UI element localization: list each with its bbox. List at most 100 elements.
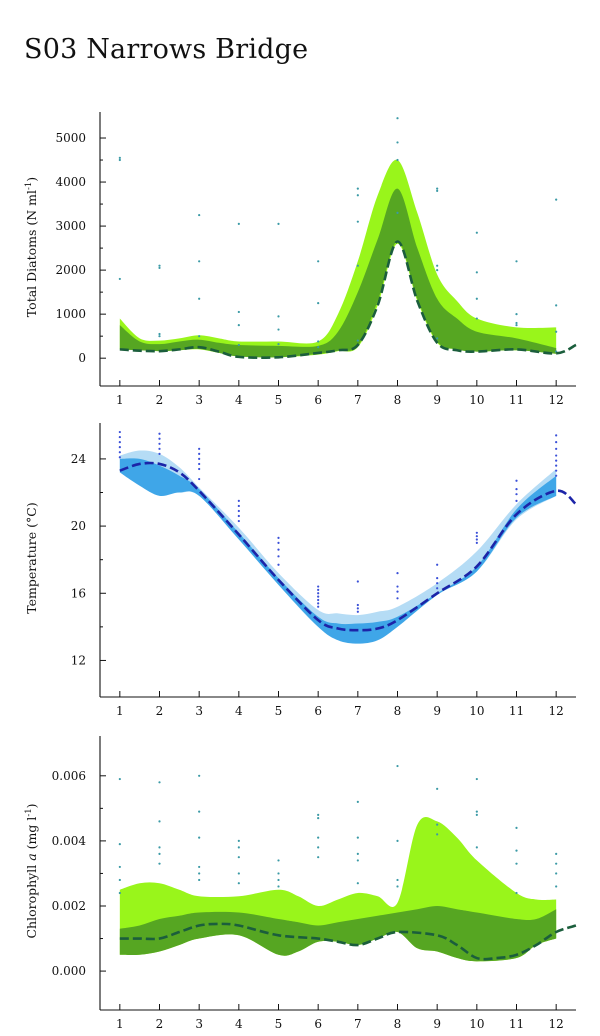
observation-point [198,297,201,300]
x-tick-label: 3 [195,393,203,407]
observation-point [118,451,121,454]
observation-point [158,862,161,865]
page-title: S03 Narrows Bridge [24,34,309,65]
observation-point [118,446,121,449]
x-tick-label: 6 [314,1017,322,1031]
x-tick-label: 12 [549,393,564,407]
observation-point [277,878,280,882]
y-axis-title-part: Chlorophyll [24,861,39,939]
observation-point [475,535,478,538]
x-tick-label: 8 [394,393,402,407]
outer-range-band [119,159,557,358]
observation-point [118,156,121,159]
x-tick-label: 9 [433,393,441,407]
total-diatoms-chart: 0 1000 2000 3000 4000 5000 1 2 3 4 5 6 7 8 9 10 11 12 Tota… [0,100,600,410]
x-tick-label: 9 [433,1017,441,1031]
observation-point [555,852,558,856]
y-tick-label: 0.004 [52,834,87,848]
observation-point [356,610,359,613]
observation-point [555,198,558,201]
x-tick-label: 11 [509,393,524,407]
observation-point [198,457,201,461]
observation-point [317,595,320,598]
x-tick-label: 2 [156,1017,164,1031]
observation-point [436,264,439,267]
observation-point [237,519,240,523]
observation-point [475,541,478,544]
y-tick-label: 3000 [55,219,86,233]
observation-point [317,602,320,605]
x-tick-label: 10 [469,1017,484,1031]
observation-point [356,580,359,583]
observation-point [158,820,161,823]
observation-point [158,442,161,445]
observation-point [317,260,320,263]
observation-point [436,587,439,590]
observation-point [277,555,280,558]
observation-point [436,187,439,190]
x-tick-label: 11 [509,1017,524,1031]
mean-line [119,240,577,360]
x-tick-label: 2 [156,393,164,407]
x-tick-label: 11 [509,704,524,718]
observation-point [475,297,478,300]
observation-point [317,846,320,849]
observation-point [198,260,201,263]
observation-point [555,441,558,444]
observation-point [436,189,439,192]
x-tick-label: 4 [235,1017,243,1031]
x-tick-label: 2 [156,704,164,718]
observation-point [317,588,320,592]
y-axis-title-part: Total Diatoms (N ml [24,190,39,317]
observation-point [396,211,399,214]
observation-point [475,317,478,320]
observation-point [277,536,280,539]
x-tick-label: 8 [394,704,402,718]
observation-point [277,548,280,551]
y-tick-label: 0.006 [52,769,86,783]
observation-point [356,859,359,862]
x-tick-label: 1 [116,1017,124,1031]
observation-point [475,531,478,534]
y-tick-label: 20 [71,519,86,533]
observation-point [277,885,280,888]
observation-point [475,271,478,274]
x-tick-label: 7 [354,1017,362,1031]
x-tick-label: 3 [195,704,203,718]
inner-range-band [119,188,557,358]
x-tick-label: 10 [469,704,484,718]
observation-point [356,187,359,190]
observation-point [356,852,359,856]
x-tick-label: 5 [275,393,283,407]
observation-point [277,342,280,346]
y-tick-label: 4000 [55,175,86,189]
x-tick-label: 7 [354,393,362,407]
observation-point [118,430,121,434]
observation-point [555,454,558,457]
x-tick-label: 10 [469,393,484,407]
observation-point [396,572,399,575]
observation-point [317,340,320,343]
observation-point [158,437,161,440]
y-tick-label: 0 [78,351,86,365]
observation-point [555,464,558,467]
observation-point [317,592,320,595]
x-tick-label: 8 [394,1017,402,1031]
observation-point [198,452,201,455]
observation-point [555,330,558,333]
y-axis-title-part: -1 [24,808,34,816]
observation-point [198,462,201,466]
observation-point [396,878,399,882]
y-tick-label: 16 [71,586,86,600]
observation-point [118,878,121,882]
x-tick-label: 5 [275,1017,283,1031]
observation-point [198,447,201,450]
observation-point [555,885,558,888]
observation-point [356,607,359,610]
y-axis-title: Total Diatoms (N ml-1) [24,177,39,317]
observation-point [198,335,201,338]
observation-point [436,787,439,790]
mean-line [119,922,577,961]
observation-point [515,488,518,491]
observation-point [237,846,240,849]
